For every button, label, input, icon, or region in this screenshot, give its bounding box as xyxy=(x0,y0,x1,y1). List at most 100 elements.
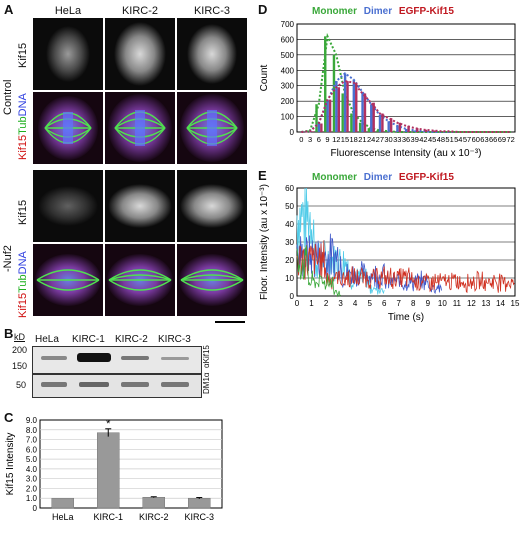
bar-egfp-kif15 xyxy=(407,125,410,132)
bar-egfp-kif15 xyxy=(337,87,341,132)
x-tick-label: 18 xyxy=(350,135,358,144)
y-tick-label: 2.0 xyxy=(26,484,38,493)
x-tick-label: 11 xyxy=(453,299,462,308)
y-tick-label: 1.0 xyxy=(26,494,38,503)
bar-egfp-kif15 xyxy=(320,123,323,132)
blot-label-kif15: αKif15 xyxy=(202,345,211,368)
y-tick-label: 10 xyxy=(285,274,294,283)
row-label-kif15-control: Kif15 xyxy=(17,42,29,68)
micrograph-control-kif15-kirc3 xyxy=(177,18,247,90)
micrograph-control-merge-hela xyxy=(33,92,103,164)
bar-dimer xyxy=(396,125,399,132)
blot-unit: kD xyxy=(14,332,25,342)
x-tick-label: 51 xyxy=(445,135,453,144)
col-kirc3: KIRC-3 xyxy=(193,5,231,17)
x-tick-label: HeLa xyxy=(52,512,74,522)
blot-dm1a xyxy=(32,374,202,398)
x-tick-label: KIRC-2 xyxy=(139,512,169,522)
x-tick-label: 48 xyxy=(437,135,445,144)
merge-label-dna-2: DNA xyxy=(17,251,29,275)
bar-dimer xyxy=(343,73,347,132)
x-tick-label: 14 xyxy=(496,299,505,308)
bar-kirc-2 xyxy=(142,496,165,509)
bar-monomer xyxy=(332,54,336,132)
x-tick-label: 45 xyxy=(428,135,436,144)
bar-egfp-kif15 xyxy=(433,130,436,132)
x-tick-label: 13 xyxy=(481,299,490,308)
bar-dimer xyxy=(378,115,382,132)
lane-label-hela: HeLa xyxy=(35,334,59,345)
bar-dimer xyxy=(387,121,390,132)
x-tick-label: 1 xyxy=(309,299,314,308)
y-tick-label: 9.0 xyxy=(26,416,38,425)
col-hela: HeLa xyxy=(54,5,82,17)
x-tick-label: KIRC-1 xyxy=(93,512,123,522)
bar-monomer xyxy=(367,128,371,132)
trace-monomer xyxy=(296,245,341,298)
bar-egfp-kif15 xyxy=(311,131,314,132)
x-tick-label: 54 xyxy=(454,135,462,144)
row-label-merge-control: Kif15TubDNA xyxy=(17,93,29,160)
merge-label-dna: DNA xyxy=(17,93,29,117)
bar-dimer xyxy=(370,104,373,132)
bar-dimer xyxy=(413,130,417,132)
lane-label-kirc2: KIRC-2 xyxy=(115,334,148,345)
micrograph-control-merge-kirc3 xyxy=(177,92,247,164)
x-tick-label: 39 xyxy=(411,135,419,144)
bar-egfp-kif15 xyxy=(328,99,332,132)
y-tick-label: 200 xyxy=(281,97,295,106)
legend-e-dimer: Dimer xyxy=(363,172,393,183)
marker-50: 50 xyxy=(16,380,27,390)
micrograph-nuf2-merge-hela xyxy=(33,244,103,316)
bar-egfp-kif15 xyxy=(424,129,428,132)
x-tick-label: 4 xyxy=(353,299,358,308)
x-tick-label: 6 xyxy=(382,299,387,308)
y-tick-label: 500 xyxy=(281,51,295,60)
y-tick-label: 40 xyxy=(285,220,294,229)
x-tick-label: 6 xyxy=(317,135,321,144)
col-kirc2: KIRC-2 xyxy=(121,5,159,17)
panel-e-label: E xyxy=(258,168,267,183)
legend-d-monomer: Monomer xyxy=(312,6,357,17)
x-tick-label: 42 xyxy=(419,135,427,144)
significance-star: * xyxy=(106,418,111,430)
y-tick-label: 100 xyxy=(281,113,295,122)
y-tick-label: 50 xyxy=(285,202,294,211)
panel-b-label: B xyxy=(4,326,14,341)
y-tick-label: 3.0 xyxy=(26,475,38,484)
micrograph-nuf2-kif15-hela xyxy=(33,170,103,242)
panel-c-label: C xyxy=(4,410,14,425)
bar-egfp-kif15 xyxy=(398,122,402,132)
chart-c: 01.02.03.04.05.06.07.08.09.0 HeLa KIRC-1 KI… xyxy=(5,416,223,522)
fit-curve-egfp-kif15 xyxy=(301,80,511,133)
y-axis-label: Count xyxy=(259,64,270,91)
x-tick-label: 9 xyxy=(426,299,431,308)
panel-d-label: D xyxy=(258,2,268,17)
x-tick-label: 27 xyxy=(376,135,384,144)
lane-label-kirc1: KIRC-1 xyxy=(72,334,105,345)
bar-monomer xyxy=(315,104,318,132)
bar-monomer xyxy=(324,36,327,132)
x-tick-label: 2 xyxy=(324,299,329,308)
legend-e: Monomer Dimer EGFP-Kif15 xyxy=(312,172,454,183)
bar-egfp-kif15 xyxy=(346,81,349,132)
x-tick-label: 12 xyxy=(332,135,340,144)
micrograph-control-kif15-hela xyxy=(33,18,103,90)
y-tick-label: 600 xyxy=(281,35,295,44)
y-tick-label: 20 xyxy=(285,256,294,265)
micrograph-control-kif15-kirc2 xyxy=(105,18,175,90)
x-tick-label: 15 xyxy=(341,135,349,144)
x-tick-label: 5 xyxy=(367,299,372,308)
bar-dimer xyxy=(352,79,356,132)
legend-d-egfp: EGFP-Kif15 xyxy=(398,6,454,17)
x-tick-label: 15 xyxy=(511,299,520,308)
y-tick-label: 4.0 xyxy=(26,465,38,474)
x-axis-label: Fluorescense Intensity (au x 10⁻³) xyxy=(331,148,482,159)
micrograph-nuf2-kif15-kirc3 xyxy=(177,170,247,242)
y-tick-label: 60 xyxy=(285,184,294,193)
merge-label-tub: Tub xyxy=(17,116,29,135)
y-tick-label: 0 xyxy=(290,292,295,301)
x-tick-label: 9 xyxy=(325,135,329,144)
x-tick-label: 0 xyxy=(299,135,303,144)
